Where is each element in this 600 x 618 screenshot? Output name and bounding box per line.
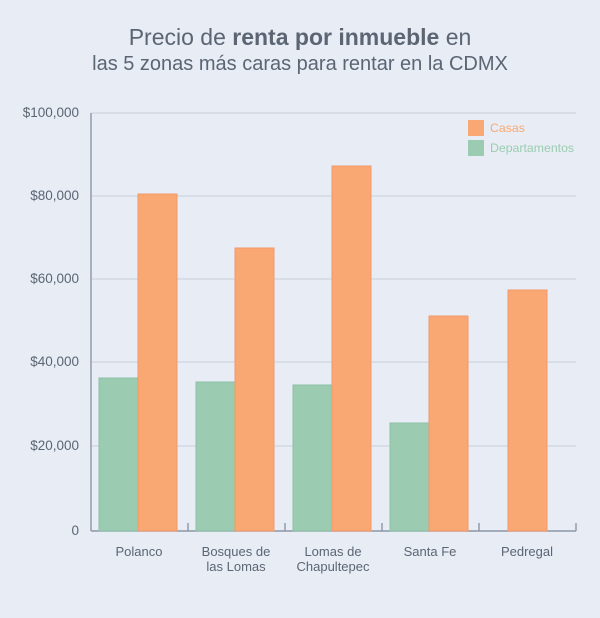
- svg-text:$20,000: $20,000: [30, 438, 79, 453]
- svg-text:0: 0: [71, 523, 79, 538]
- svg-text:Lomas de: Lomas de: [304, 544, 361, 559]
- svg-text:Pedregal: Pedregal: [501, 544, 553, 559]
- svg-text:Departamentos: Departamentos: [490, 141, 574, 155]
- svg-text:Casas: Casas: [490, 121, 525, 135]
- svg-text:$80,000: $80,000: [30, 188, 79, 203]
- svg-text:Chapultepec: Chapultepec: [297, 559, 370, 574]
- svg-text:$60,000: $60,000: [30, 271, 79, 286]
- svg-text:$100,000: $100,000: [23, 105, 79, 120]
- svg-text:$40,000: $40,000: [30, 354, 79, 369]
- svg-text:Santa Fe: Santa Fe: [404, 544, 457, 559]
- svg-text:las Lomas: las Lomas: [206, 559, 266, 574]
- svg-text:Bosques de: Bosques de: [202, 544, 271, 559]
- svg-text:Polanco: Polanco: [116, 544, 163, 559]
